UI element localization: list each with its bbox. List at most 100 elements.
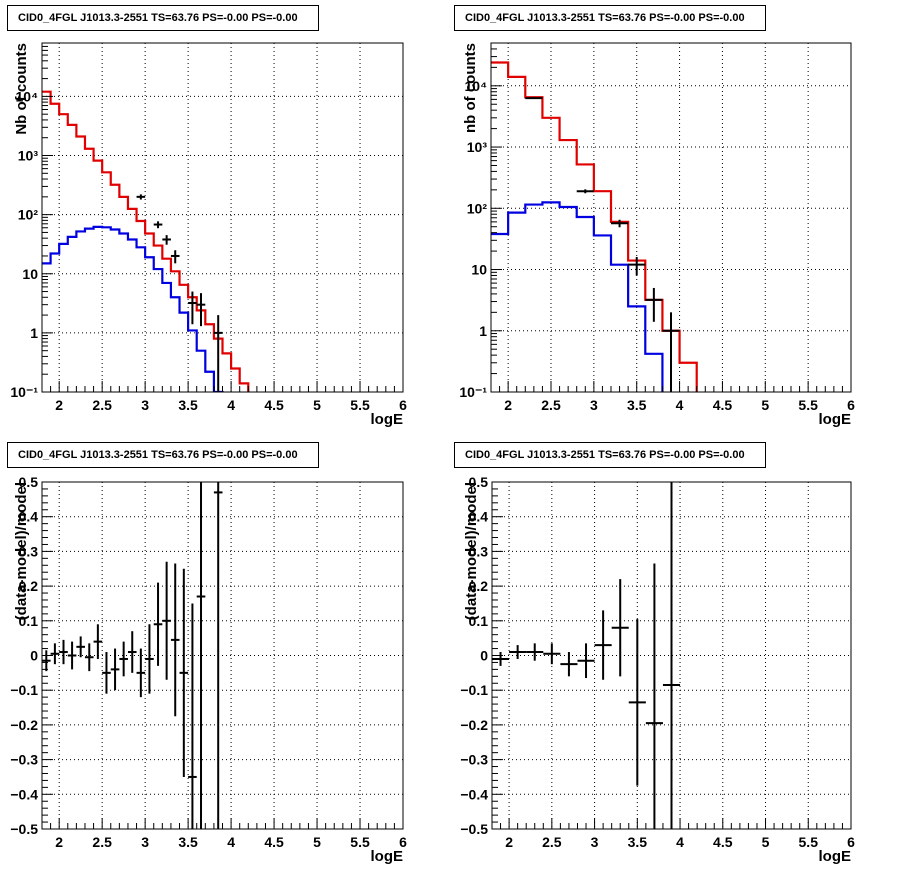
x-tick-label: 5 — [313, 397, 321, 413]
y-axis-label: (data-model)/model — [13, 482, 30, 620]
x-tick-label: 6 — [399, 397, 407, 413]
chart-title: CID0_4FGL J1013.3-2551 TS=63.76 PS=-0.00… — [454, 442, 766, 468]
y-tick-label: 10⁴ — [16, 88, 39, 104]
residual-point — [110, 648, 120, 691]
chart-title: CID0_4FGL J1013.3-2551 TS=63.76 PS=-0.00… — [7, 5, 319, 31]
y-tick-label: 0.1 — [469, 613, 489, 629]
residual-point — [526, 643, 544, 661]
data-point — [662, 312, 680, 392]
x-tick-label: 3.5 — [627, 397, 647, 413]
y-tick-label: 0.2 — [19, 578, 39, 594]
x-tick-label: 5 — [762, 834, 770, 850]
y-tick-label: 10² — [18, 207, 39, 223]
y-tick-label: −0.4 — [10, 786, 38, 802]
x-tick-label: 5.5 — [798, 397, 818, 413]
x-axis-label: logE — [371, 848, 404, 865]
residual-point — [662, 482, 681, 829]
x-tick-label: 2.5 — [541, 397, 561, 413]
residual-point — [102, 652, 111, 694]
x-tick-label: 2 — [505, 834, 513, 850]
y-tick-label: 0.2 — [469, 578, 489, 594]
y-tick-label: 10³ — [467, 139, 488, 155]
x-tick-label: 4 — [227, 397, 235, 413]
y-tick-label: −0.3 — [10, 752, 38, 768]
residual-point — [509, 645, 527, 659]
chart-title: CID0_4FGL J1013.3-2551 TS=63.76 PS=-0.00… — [7, 442, 319, 468]
y-tick-label: −0.5 — [10, 821, 38, 837]
x-tick-label: 5.5 — [350, 834, 370, 850]
residual-point — [560, 652, 578, 677]
y-axis-label: Nb of counts — [13, 43, 30, 135]
residual-point — [93, 624, 103, 659]
y-tick-label: 10 — [22, 266, 38, 282]
data-point — [153, 221, 163, 229]
pad-counts-left: 2 2.5 3 3.5 4 4.5 5 5.5 6 logE 10⁻¹ 1 10 10² 10³ 10⁴ Nb … — [0, 0, 449, 437]
y-axis: −0.5 −0.4 −0.3 −0.2 −0.1 0 0.1 0.2 0.3 0.4 0.5(dat… — [10, 474, 53, 837]
residual-point — [162, 561, 171, 680]
model-total-line — [42, 90, 250, 392]
y-tick-label: 10⁴ — [465, 78, 488, 94]
x-tick-label: 5 — [761, 397, 769, 413]
residual-point — [611, 579, 629, 677]
x-tick-label: 3 — [141, 834, 149, 850]
residual-point — [76, 636, 85, 658]
pad-residual-right: 2 2.5 3 3.5 4 4.5 5 5.5 6 logE −0.5 −0.4 −0.3 −0.2 −0.… — [449, 437, 898, 874]
chart-svg: 2 2.5 3 3.5 4 4.5 5 5.5 6logE−0.5−0.4−0.3−0.2−0.… — [460, 474, 855, 865]
residual-point — [127, 631, 137, 673]
data-point — [525, 97, 543, 100]
data-point — [213, 315, 223, 392]
y-tick-label: −0.2 — [460, 717, 488, 733]
y-axis-label: (data-model)/model — [463, 482, 480, 620]
data-point — [162, 235, 171, 245]
residual-point — [492, 652, 510, 666]
x-tick-label: 2 — [504, 397, 512, 413]
residual-point — [145, 624, 154, 694]
y-tick-label: 10⁻¹ — [459, 384, 487, 400]
grid — [42, 43, 403, 392]
y-tick-label: 0.5 — [469, 474, 489, 490]
pad-residual-left: 2 2.5 3 3.5 4 4.5 5 5.5 6 logE −0.5 −0.4 −0.3 −0.2 −0.… — [0, 437, 449, 874]
y-axis: −0.5 −0.4 −0.3 −0.2 −0.1 0 0.1 0.2 0.3 0.4 0.5(dat… — [460, 474, 503, 837]
plot-area — [491, 61, 698, 392]
x-tick-label: 4.5 — [264, 834, 284, 850]
x-axis-label: logE — [819, 848, 852, 865]
residual-point — [84, 643, 94, 672]
x-tick-label: 3 — [591, 834, 599, 850]
data-point — [611, 219, 629, 228]
x-tick-label: 5.5 — [799, 834, 819, 850]
y-tick-label: 0.3 — [19, 543, 39, 559]
y-tick-label: 0.5 — [19, 474, 39, 490]
residual-point — [170, 563, 180, 717]
y-tick-label: −0.4 — [460, 786, 488, 802]
source-model-line — [491, 201, 664, 392]
y-tick-label: 1 — [479, 323, 487, 339]
residual-point — [196, 482, 206, 829]
data-point — [628, 257, 646, 276]
residual-point — [188, 603, 197, 829]
x-tick-label: 4.5 — [713, 834, 733, 850]
residual-point — [628, 619, 646, 786]
y-tick-label: −0.5 — [460, 821, 488, 837]
y-tick-label: 10² — [467, 200, 488, 216]
plot-area — [42, 90, 250, 392]
y-tick-label: 0 — [30, 648, 38, 664]
x-tick-label: 4.5 — [713, 397, 733, 413]
y-tick-label: −0.1 — [460, 682, 488, 698]
x-axis-label: logE — [819, 411, 852, 428]
x-tick-label: 3.5 — [178, 834, 198, 850]
residual-point — [136, 648, 146, 698]
x-tick-label: 3 — [141, 397, 149, 413]
x-tick-label: 2 — [55, 834, 63, 850]
x-axis-label: logE — [371, 411, 404, 428]
x-tick-label: 6 — [847, 834, 855, 850]
y-axis-label: nb of counts — [462, 43, 479, 133]
x-tick-label: 6 — [847, 397, 855, 413]
residual-point — [213, 482, 223, 829]
